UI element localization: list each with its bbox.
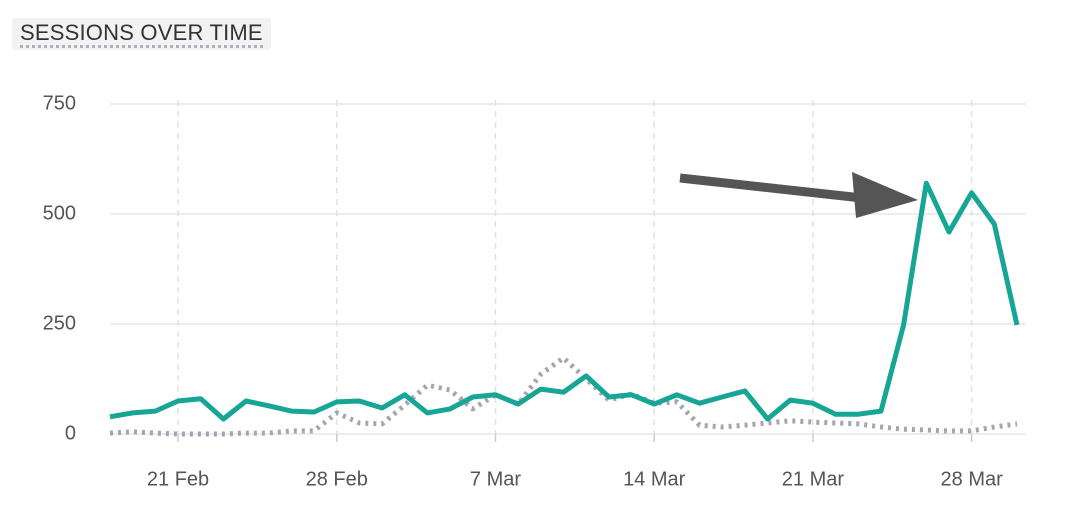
x-tick-label: 14 Mar [623, 468, 686, 490]
annotation-arrow [679, 172, 918, 218]
series-line [109, 355, 1018, 437]
x-tick-label: 21 Feb [147, 468, 209, 490]
y-tick-label: 0 [65, 422, 76, 444]
y-tick-label: 500 [43, 202, 76, 224]
arrow-shaft [679, 173, 863, 203]
lines [109, 180, 1020, 437]
grid: 0 250 500 750 21 Feb 28 Feb 7 Mar 14 Mar 21 Mar 2… [43, 92, 1026, 490]
x-tick-label: 21 Mar [782, 468, 845, 490]
y-tick-label: 250 [43, 312, 76, 334]
x-tick-label: 7 Mar [470, 468, 521, 490]
x-tick-label: 28 Mar [941, 468, 1004, 490]
y-tick-label: 750 [43, 92, 76, 114]
x-tick-label: 28 Feb [306, 468, 368, 490]
chart-title: SESSIONS OVER TIME [20, 20, 263, 48]
title-box: SESSIONS OVER TIME [12, 18, 271, 50]
arrow-head [852, 172, 918, 218]
series-line [109, 180, 1020, 422]
